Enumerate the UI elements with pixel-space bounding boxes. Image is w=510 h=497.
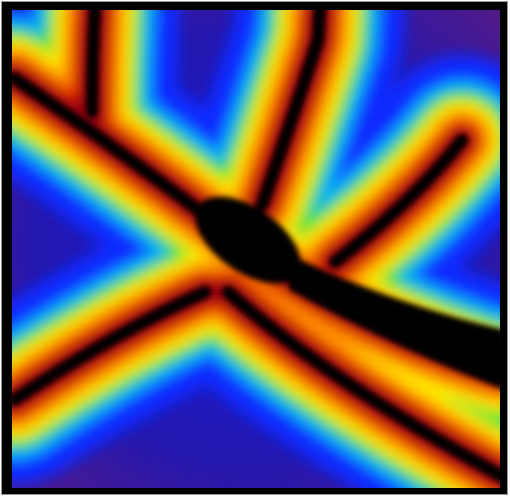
body bbox=[0, 0, 510, 497]
screenshot bbox=[0, 0, 510, 497]
fractal-image bbox=[12, 8, 505, 488]
page: Fractal {} html, body { margin: 0; paddi… bbox=[0, 0, 510, 497]
